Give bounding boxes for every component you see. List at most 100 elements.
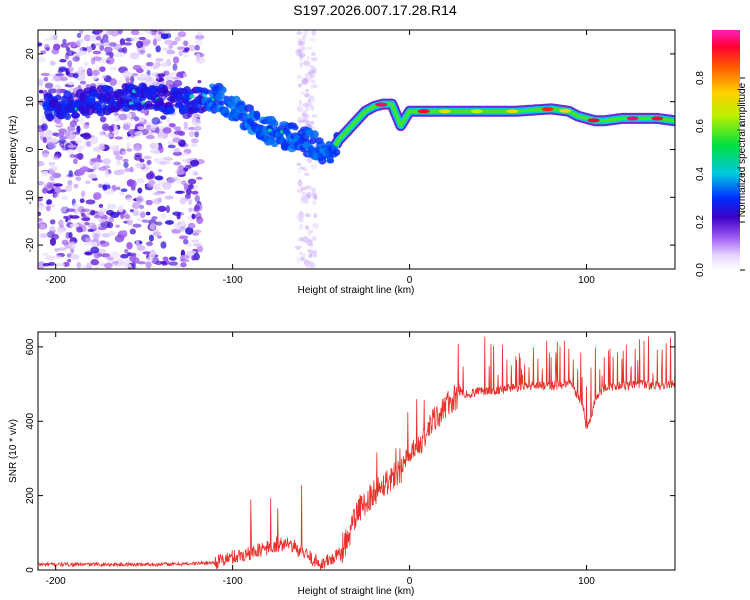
spectrogram-ridge-hotspot: [267, 128, 273, 133]
spectrogram-noise-blob: [153, 186, 162, 191]
snr-plot-area: [38, 332, 675, 570]
spectrogram-noise-blob: [128, 128, 136, 135]
spectrogram-ridge-peak: [541, 107, 554, 112]
spectrogram-noise-blob: [59, 136, 68, 140]
spectrogram-noise-blob: [298, 211, 305, 219]
spectrogram-noise-blob: [77, 50, 88, 56]
spectrogram-noise-blob: [119, 53, 125, 58]
spectrogram-noise-blob: [62, 38, 67, 45]
spectrogram-noise-blob: [184, 193, 191, 200]
spectrogram-noise-blob: [313, 213, 317, 219]
spectrogram-noise-blob: [311, 235, 317, 242]
spectrogram-noise-blob: [40, 72, 50, 77]
spectrogram-noise-blob: [131, 202, 141, 210]
spectrogram-noise-blob: [116, 159, 121, 166]
spectrogram-noise-blob: [65, 184, 73, 192]
spectrogram-noise-blob: [88, 173, 97, 179]
spectrogram-noise-blob: [148, 131, 153, 135]
spectrogram-noise-blob: [157, 73, 166, 78]
spectrogram-noise-blob: [130, 36, 138, 42]
spectrogram-noise-blob: [149, 222, 156, 231]
spectrogram-noise-blob: [121, 151, 127, 155]
spectrogram-noise-blob: [120, 253, 129, 259]
spectrogram-noise-blob: [77, 39, 84, 43]
spectrogram-noise-blob: [165, 79, 174, 87]
spectrogram-noise-blob: [76, 32, 82, 39]
spectrogram-noise-blob: [181, 158, 189, 163]
spectrogram-noise-blob: [93, 30, 104, 34]
spectrogram-noise-blob: [155, 58, 164, 62]
spectrogram-noise-blob: [81, 213, 87, 218]
spectrogram-noise-blob: [144, 64, 150, 72]
spectrogram-noise-blob: [38, 89, 44, 94]
spectrogram-noise-blob: [191, 190, 199, 195]
spectrogram-noise-blob: [178, 235, 189, 240]
spectrogram-noise-blob: [58, 224, 65, 228]
spectrogram-noise-blob: [160, 30, 171, 34]
spectrogram-noise-blob: [105, 59, 111, 64]
spectrogram-ridge-blob: [270, 119, 279, 128]
spectrogram-noise-blob: [297, 83, 303, 88]
spectrogram-noise-blob: [112, 260, 119, 265]
spectrogram-noise-blob: [60, 43, 69, 48]
spectrogram-noise-blob: [130, 75, 135, 84]
spectrogram-noise-blob: [310, 104, 315, 112]
spectrogram-noise-blob: [79, 198, 85, 204]
spectrogram-ridge-blob: [202, 89, 213, 95]
spectrogram-noise-blob: [184, 47, 190, 52]
spectrogram-noise-blob: [197, 245, 204, 253]
spectrogram-noise-blob: [99, 116, 107, 123]
spectrogram-noise-blob: [294, 245, 302, 250]
spectrogram-noise-blob: [152, 192, 162, 196]
spectrogram-noise-blob: [69, 41, 77, 48]
spectrogram-noise-blob: [94, 42, 104, 47]
spectrogram-noise-blob: [54, 40, 60, 44]
spectrogram-ridge-peak: [470, 109, 483, 114]
colorbar-tick-label: 0.4: [695, 167, 706, 181]
spectrogram-noise-blob: [164, 220, 174, 225]
spectrogram-noise-blob: [104, 46, 113, 53]
spectrogram-noise-blob: [79, 80, 87, 85]
spectrogram-noise-blob: [76, 125, 81, 134]
spectrogram-noise-blob: [42, 262, 51, 267]
spectrogram-noise-blob: [67, 144, 77, 149]
spectrogram-ridge-blob: [64, 113, 72, 121]
spectrogram-noise-blob: [103, 181, 111, 185]
spec-ytick-label: -10: [25, 190, 36, 205]
spectrogram-noise-blob: [145, 261, 152, 269]
spectrogram-ridge-peak: [417, 109, 430, 114]
spectrogram-noise-blob: [116, 186, 121, 191]
spectrogram-noise-blob: [143, 155, 152, 160]
spectrogram-noise-blob: [119, 38, 126, 46]
spectrogram-noise-blob: [137, 187, 143, 194]
spectrogram-noise-blob: [152, 65, 159, 70]
spectrogram-noise-blob: [76, 261, 82, 269]
spectrogram-noise-blob: [61, 239, 69, 246]
spectrogram-noise-blob: [145, 241, 153, 247]
spectrogram-noise-blob: [160, 241, 167, 249]
spectrogram-ridge-peak: [587, 118, 600, 123]
spectrogram-noise-blob: [101, 75, 107, 79]
spectrogram-noise-blob: [113, 125, 118, 133]
spectrogram-noise-blob: [179, 197, 187, 205]
spectrogram-noise-blob: [167, 144, 176, 149]
spec-ytick-label: -20: [25, 237, 36, 252]
spectrogram-noise-blob: [313, 84, 318, 89]
spectrogram-noise-blob: [58, 128, 67, 134]
spectrogram-noise-blob: [305, 213, 311, 218]
spectrogram-noise-blob: [98, 207, 107, 214]
spectrogram-noise-blob: [94, 161, 100, 169]
spectrogram-noise-blob: [307, 229, 312, 237]
spectrogram-noise-blob: [183, 183, 189, 189]
spectrogram-noise-blob: [116, 169, 125, 175]
spectrogram-noise-blob: [66, 208, 76, 213]
spectrogram-noise-blob: [155, 221, 163, 226]
spectrogram-noise-blob: [193, 229, 202, 234]
spectrogram-noise-blob: [86, 140, 91, 148]
spectrogram-noise-blob: [304, 198, 309, 205]
spectrogram-noise-blob: [76, 227, 83, 233]
spectrogram-noise-blob: [94, 266, 100, 269]
spectrogram-noise-blob: [307, 69, 315, 75]
spectrogram-noise-blob: [308, 76, 312, 83]
spectrogram-noise-blob: [131, 73, 139, 77]
